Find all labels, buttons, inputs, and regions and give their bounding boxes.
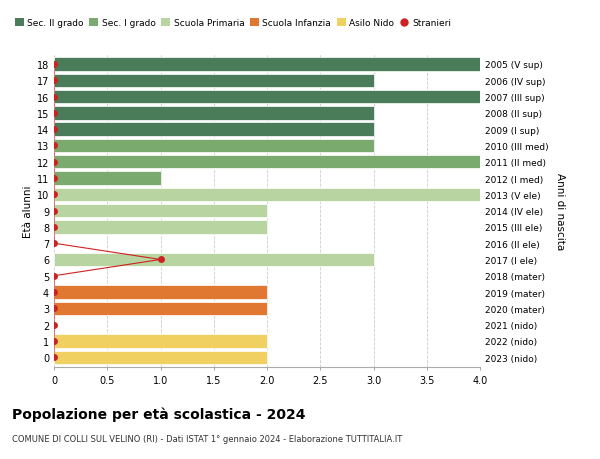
Point <box>49 321 59 329</box>
Bar <box>54 221 267 234</box>
Bar <box>54 188 480 202</box>
Bar <box>54 335 267 348</box>
Y-axis label: Anni di nascita: Anni di nascita <box>555 173 565 250</box>
Point <box>49 289 59 296</box>
Bar <box>54 156 480 169</box>
Point <box>49 240 59 247</box>
Point <box>49 273 59 280</box>
Bar <box>54 58 480 72</box>
Point <box>49 354 59 361</box>
Bar <box>54 140 373 153</box>
Text: Popolazione per età scolastica - 2024: Popolazione per età scolastica - 2024 <box>12 406 305 421</box>
Point <box>49 126 59 134</box>
Point <box>49 305 59 312</box>
Text: COMUNE DI COLLI SUL VELINO (RI) - Dati ISTAT 1° gennaio 2024 - Elaborazione TUTT: COMUNE DI COLLI SUL VELINO (RI) - Dati I… <box>12 434 402 443</box>
Point <box>49 142 59 150</box>
Point <box>49 110 59 117</box>
Point <box>49 207 59 215</box>
Bar <box>54 91 480 104</box>
Legend: Sec. II grado, Sec. I grado, Scuola Primaria, Scuola Infanzia, Asilo Nido, Stran: Sec. II grado, Sec. I grado, Scuola Prim… <box>14 19 451 28</box>
Bar <box>54 253 373 267</box>
Point <box>49 224 59 231</box>
Point <box>49 159 59 166</box>
Point <box>156 256 166 263</box>
Point <box>49 337 59 345</box>
Bar <box>54 172 161 185</box>
Point <box>49 61 59 68</box>
Y-axis label: Età alunni: Età alunni <box>23 185 32 237</box>
Bar <box>54 123 373 136</box>
Point <box>49 94 59 101</box>
Point <box>49 191 59 199</box>
Bar <box>54 107 373 120</box>
Bar <box>54 74 373 88</box>
Bar <box>54 302 267 315</box>
Point <box>49 78 59 85</box>
Bar <box>54 286 267 299</box>
Bar <box>54 204 267 218</box>
Point <box>49 175 59 182</box>
Bar <box>54 351 267 364</box>
